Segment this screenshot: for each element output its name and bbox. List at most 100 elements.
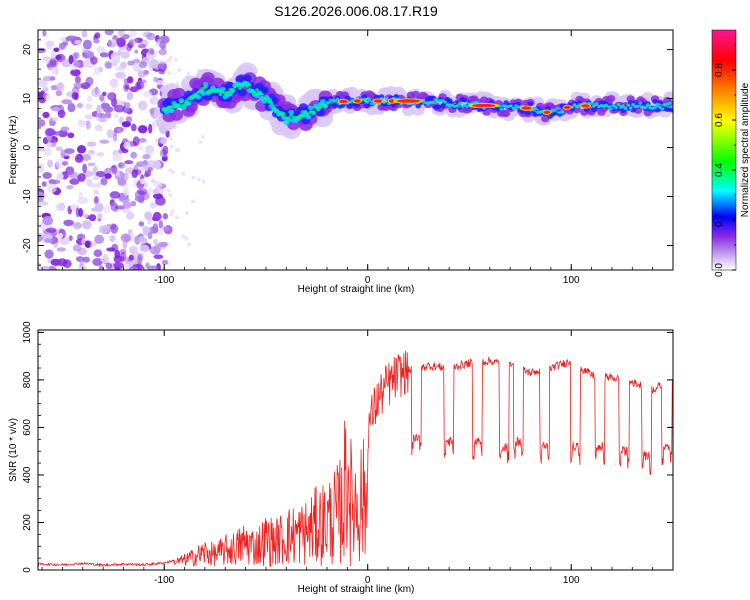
noise-blob [82, 39, 92, 50]
noise-blob [117, 105, 124, 110]
noise-blob [122, 201, 132, 209]
y-tick-label: 200 [22, 514, 33, 531]
noise-blob [155, 80, 165, 86]
noise-blob [161, 259, 169, 265]
ridge-blob [344, 95, 351, 101]
ridge-blob [517, 106, 520, 109]
ridge-blob [367, 98, 372, 101]
ridge-blob [558, 108, 561, 110]
noise-blob [86, 51, 95, 59]
noise-blob [147, 217, 152, 225]
colorbar: 0.0 0.2 0.4 0.6 0.8 Normalized spectral ampl… [711, 29, 750, 277]
noise-blob [38, 119, 46, 127]
x-tick-label: 0 [365, 575, 371, 586]
noise-blob [98, 118, 108, 123]
ridge-blob [434, 104, 441, 110]
noise-blob [116, 37, 126, 48]
ridge-blob [245, 85, 249, 88]
noise-blob [106, 247, 116, 252]
noise-blob [136, 188, 148, 196]
ridge-blob [242, 74, 252, 83]
noise-blob [107, 39, 112, 47]
noise-blob [175, 215, 180, 220]
ridge-blob [561, 109, 564, 111]
noise-blob [145, 145, 155, 155]
noise-blob [115, 71, 126, 79]
ridge-blob [602, 105, 605, 108]
ridge-blob [446, 103, 449, 106]
ridge-blob [335, 97, 340, 101]
ridge-blob [296, 116, 301, 119]
ridge-blob [612, 104, 615, 107]
noise-blob [60, 126, 70, 132]
noise-blob [56, 82, 64, 90]
ridge-blob [644, 106, 647, 109]
ridge-blob [456, 104, 459, 107]
noise-blob [128, 254, 134, 261]
ridge-blob [610, 105, 613, 107]
ridge-core [396, 99, 421, 103]
ridge-core [543, 110, 551, 115]
x-tick-label: 100 [563, 575, 580, 586]
noise-blob [157, 228, 164, 236]
ridge-blob [593, 103, 595, 106]
ridge-blob [240, 82, 244, 86]
ridge-blob [444, 101, 447, 104]
noise-blob [50, 117, 59, 122]
ridge-blob [465, 105, 469, 109]
ridge-blob [554, 110, 556, 112]
ridge-blob [350, 98, 355, 102]
ridge-blob [592, 104, 596, 108]
ridge-blob [259, 86, 269, 94]
noise-blob [142, 153, 151, 160]
ridge-blob [651, 104, 654, 107]
noise-blob [140, 178, 146, 185]
ridge-blob [609, 107, 613, 111]
ridge-blob [194, 93, 198, 97]
noise-blob [50, 50, 56, 61]
ridge-blob [179, 100, 183, 104]
x-tick-label: 0 [365, 275, 371, 286]
noise-blob [196, 177, 201, 182]
ridge-blob [168, 108, 175, 114]
ridge-blob [534, 110, 537, 112]
ridge-blob [279, 113, 284, 117]
noise-blob [41, 181, 47, 187]
noise-blob [98, 225, 110, 234]
spectrogram-ylabel: Frequency (Hz) [8, 116, 19, 185]
noise-blob [82, 213, 89, 219]
ridge-blob [164, 107, 169, 111]
noise-blob [161, 156, 169, 162]
noise-blob [45, 227, 57, 233]
noise-blob [104, 111, 112, 119]
noise-blob [64, 148, 75, 154]
noise-blob [157, 63, 166, 70]
ridge-blob [436, 101, 439, 104]
noise-blob [84, 114, 95, 120]
y-tick-label: -20 [22, 238, 33, 253]
ridge-blob [499, 107, 504, 111]
noise-blob [92, 175, 100, 181]
noise-blob [186, 71, 191, 76]
ridge-blob [204, 85, 208, 89]
ridge-core [581, 104, 590, 108]
ridge-blob [461, 102, 464, 105]
ridge-blob [361, 94, 368, 100]
noise-blob [119, 255, 125, 263]
noise-blob [47, 183, 57, 193]
ridge-blob [641, 105, 644, 107]
ridge-core [521, 106, 532, 110]
noise-blob [109, 191, 121, 199]
noise-blob [56, 247, 66, 252]
ridge-blob [252, 90, 257, 94]
ridge-blob [348, 101, 351, 104]
ridge-blob [269, 101, 274, 105]
ridge-blob [182, 103, 186, 107]
noise-blob [110, 202, 118, 212]
ridge-blob [668, 106, 671, 108]
noise-blob [77, 173, 86, 182]
noise-blob [153, 180, 163, 189]
noise-blob [66, 185, 74, 190]
